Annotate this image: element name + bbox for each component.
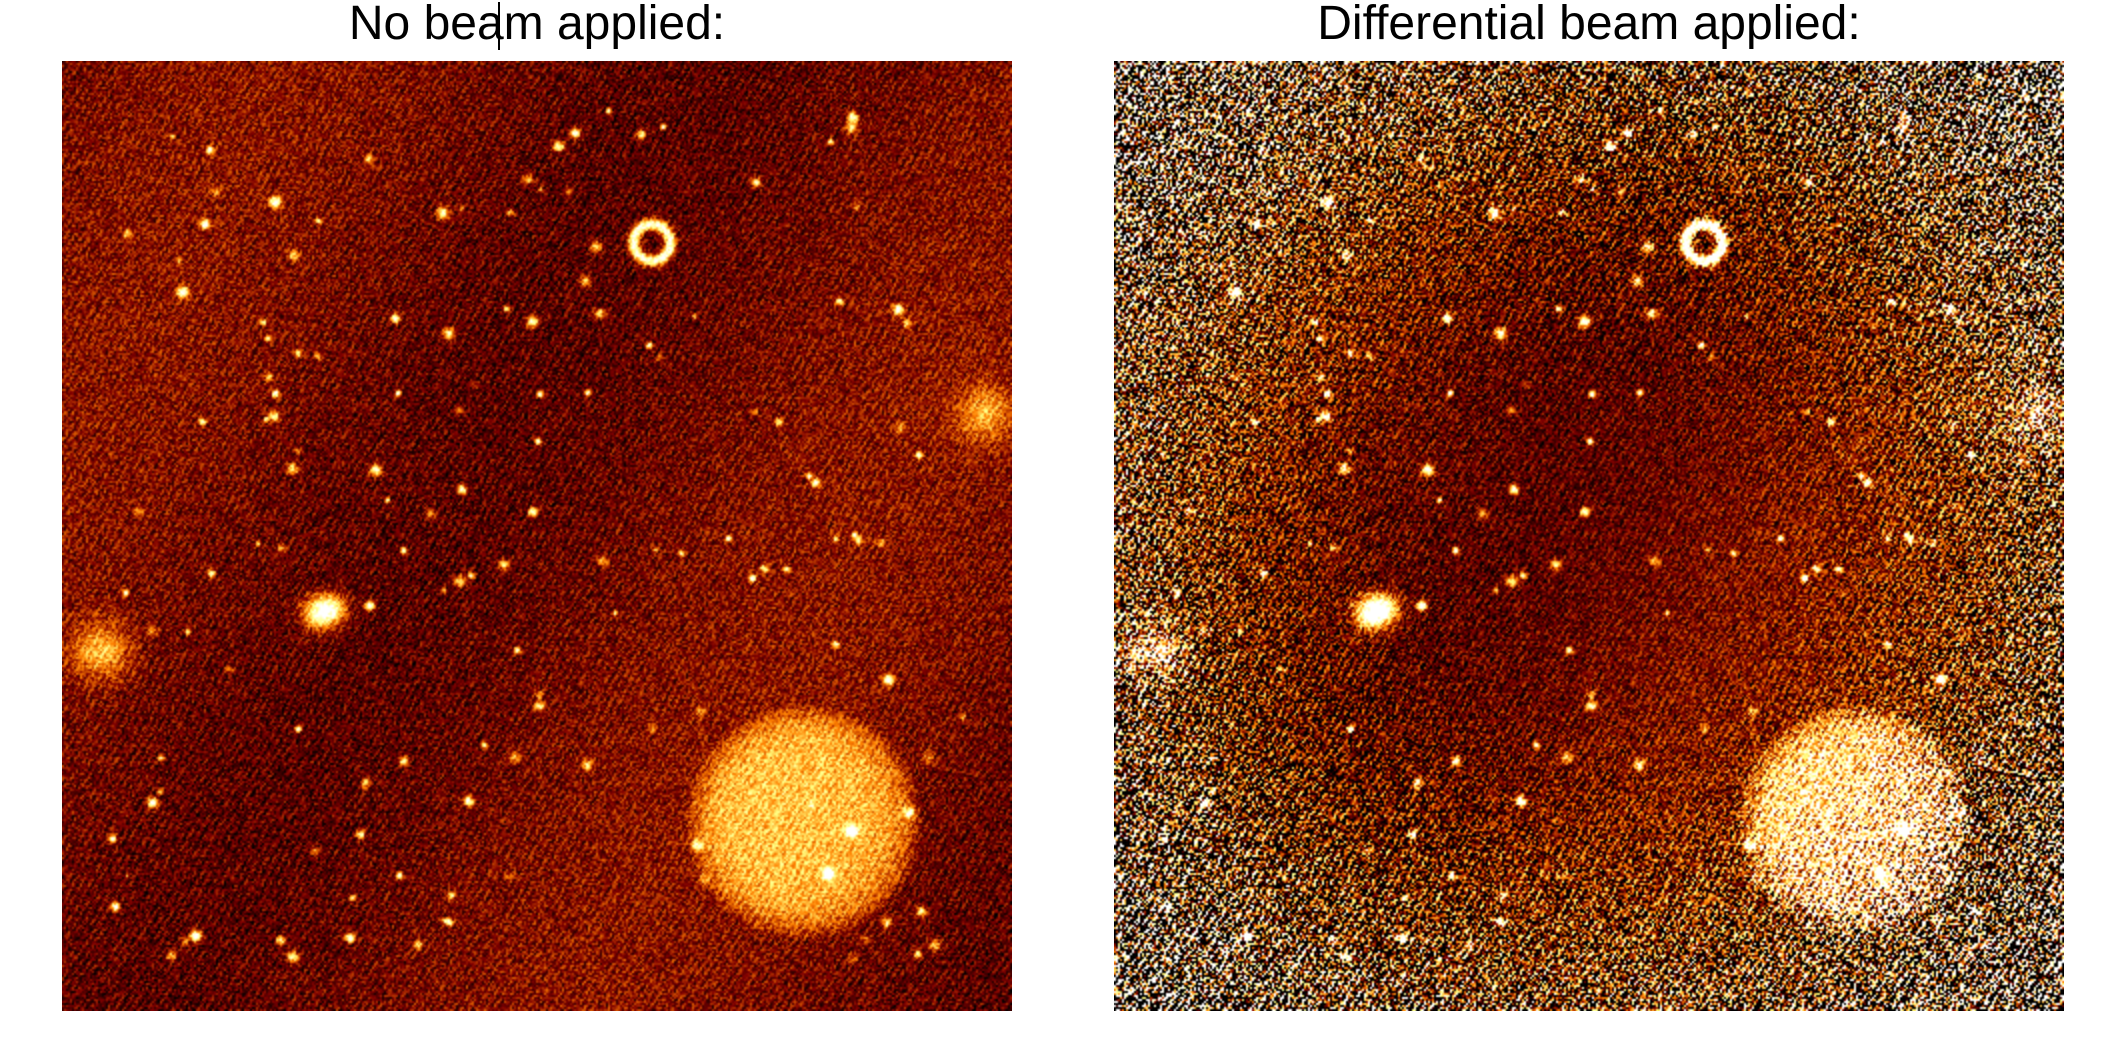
text-cursor xyxy=(498,2,500,50)
panel-no-beam: No beam applied: xyxy=(62,0,1012,1046)
panel-differential-beam: Differential beam applied: xyxy=(1114,0,2064,1046)
panel-title-no-beam: No beam applied: xyxy=(348,0,726,50)
sky-map-image-no-beam xyxy=(62,61,1012,1011)
panel-title-differential-beam: Differential beam applied: xyxy=(1317,0,1861,50)
sky-map-image-differential-beam xyxy=(1114,61,2064,1011)
